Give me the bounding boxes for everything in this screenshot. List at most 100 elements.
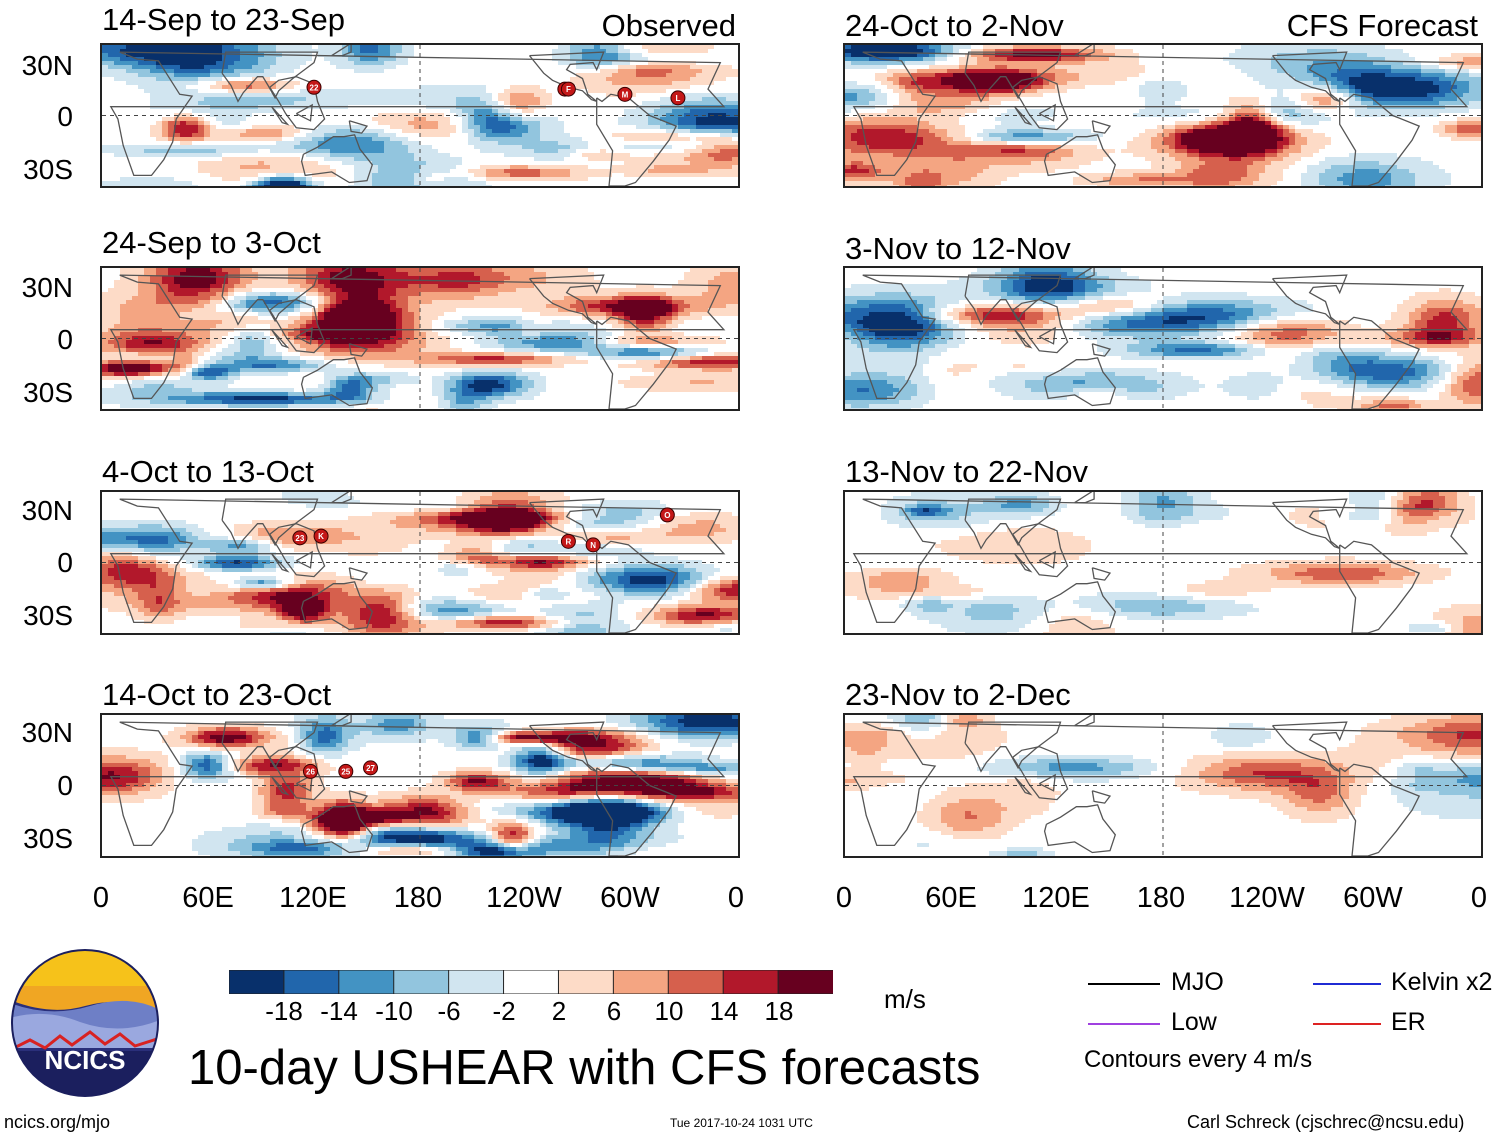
shear-cell (714, 312, 720, 316)
shear-cell (492, 145, 498, 149)
shear-cell (204, 268, 210, 272)
shear-cell (180, 352, 186, 356)
shear-cell (648, 348, 654, 352)
shear-cell (714, 272, 720, 276)
shear-cell (378, 121, 384, 125)
shear-cell (192, 308, 198, 312)
shear-cell (342, 61, 348, 65)
shear-cell (732, 284, 738, 288)
shear-cell (468, 97, 474, 101)
shear-cell (318, 45, 324, 49)
shear-cell (276, 141, 282, 145)
shear-cell (486, 149, 492, 153)
shear-cell (108, 372, 114, 376)
shear-cell (426, 284, 432, 288)
shear-cell (390, 316, 396, 320)
shear-cell (132, 77, 138, 81)
shear-cell (606, 45, 612, 49)
shear-cell (546, 121, 552, 125)
shear-cell (264, 344, 270, 348)
shear-cell (192, 57, 198, 61)
shear-cell (726, 65, 732, 69)
shear-cell (162, 276, 168, 280)
shear-cell (156, 177, 162, 181)
shear-cell (588, 53, 594, 57)
shear-cell (288, 161, 294, 165)
shear-cell (114, 69, 120, 73)
shear-cell (504, 364, 510, 368)
shear-cell (726, 356, 732, 360)
shear-cell (120, 332, 126, 336)
shear-cell (132, 153, 138, 157)
shear-cell (216, 284, 222, 288)
shear-cell (282, 185, 288, 186)
shear-cell (708, 165, 714, 169)
shear-cell (426, 352, 432, 356)
shear-cell (132, 145, 138, 149)
shear-cell (306, 93, 312, 97)
shear-cell (366, 292, 372, 296)
shear-cell (168, 296, 174, 300)
shear-cell (192, 292, 198, 296)
shear-cell (402, 161, 408, 165)
shear-cell (366, 45, 372, 49)
shear-cell (222, 376, 228, 380)
shear-cell (150, 77, 156, 81)
shear-cell (342, 125, 348, 129)
shear-cell (378, 376, 384, 380)
shear-cell (144, 145, 150, 149)
shear-cell (444, 284, 450, 288)
shear-cell (264, 296, 270, 300)
shear-cell (690, 340, 696, 344)
shear-cell (222, 149, 228, 153)
shear-cell (342, 320, 348, 324)
shear-cell (594, 169, 600, 173)
shear-cell (354, 137, 360, 141)
shear-cell (390, 93, 396, 97)
shear-cell (252, 340, 258, 344)
shear-cell (456, 85, 462, 89)
shear-cell (714, 145, 720, 149)
forecast-panel-title-4: 23-Nov to 2-Dec (845, 677, 1071, 712)
shear-cell (732, 153, 738, 157)
shear-cell (186, 49, 192, 53)
shear-cell (342, 356, 348, 360)
shear-cell (210, 332, 216, 336)
shear-cell (198, 93, 204, 97)
shear-cell (510, 141, 516, 145)
shear-cell (462, 364, 468, 368)
shear-cell (216, 268, 222, 272)
shear-cell (408, 153, 414, 157)
shear-cell (318, 368, 324, 372)
shear-cell (168, 372, 174, 376)
observed-header: Observed (601, 8, 736, 43)
shear-cell (618, 73, 624, 77)
shear-cell (186, 352, 192, 356)
shear-cell (150, 292, 156, 296)
shear-cell (384, 141, 390, 145)
shear-cell (234, 356, 240, 360)
shear-cell (378, 340, 384, 344)
shear-cell (282, 65, 288, 69)
shear-cell (594, 348, 600, 352)
shear-cell (498, 288, 504, 292)
shear-cell (264, 137, 270, 141)
shear-cell (282, 93, 288, 97)
lat-label-30s: 30S (23, 823, 73, 854)
shear-cell (264, 161, 270, 165)
shear-cell (552, 320, 558, 324)
shear-cell (468, 280, 474, 284)
shear-cell (444, 153, 450, 157)
shear-cell (222, 49, 228, 53)
shear-cell (468, 356, 474, 360)
shear-cell (720, 117, 726, 121)
shear-cell (168, 308, 174, 312)
shear-cell (576, 77, 582, 81)
shear-cell (234, 276, 240, 280)
shear-cell (534, 300, 540, 304)
shear-cell (132, 308, 138, 312)
shear-cell (654, 101, 660, 105)
shear-cell (354, 292, 360, 296)
shear-cell (168, 368, 174, 372)
shear-cell (222, 81, 228, 85)
